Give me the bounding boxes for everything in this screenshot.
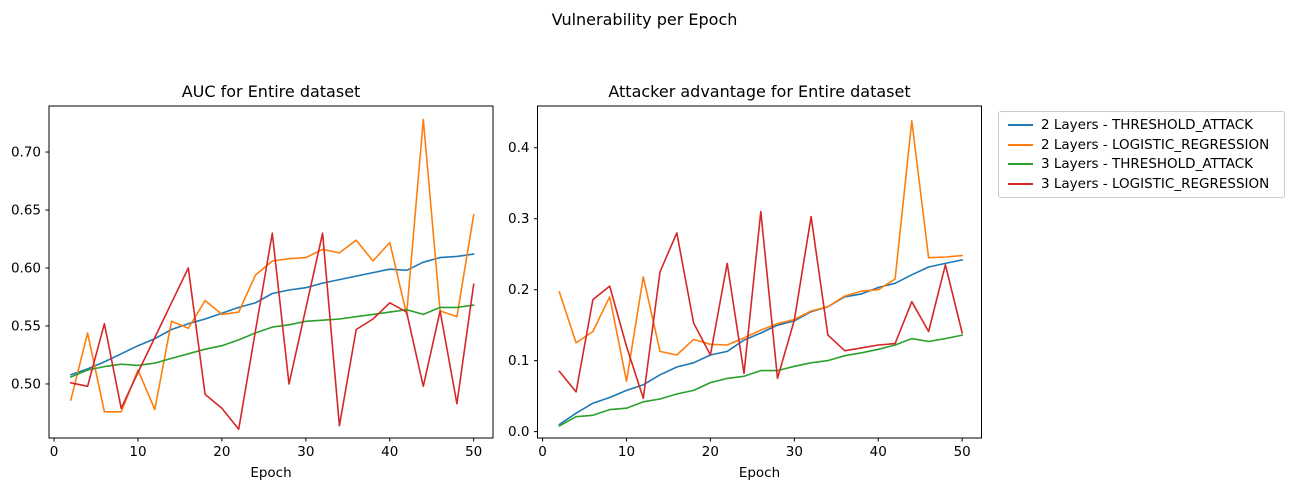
x-tick-label: 20	[213, 444, 230, 460]
figure-suptitle: Vulnerability per Epoch	[551, 10, 738, 29]
y-tick-label: 0.1	[508, 353, 529, 369]
subplot-attacker-advantage-for-entire-dataset: 0 10 20 30 40 50 0.0 0.1 0.2 0.3 0.4 Attacker advan…	[508, 82, 982, 481]
y-tick-label: 0.65	[11, 203, 41, 219]
legend-line-swatch	[1008, 163, 1033, 166]
subplot-title: Attacker advantage for Entire dataset	[608, 82, 910, 101]
y-tick-label: 0.0	[508, 424, 529, 440]
legend-line-swatch	[1008, 143, 1033, 146]
x-axis-label: Epoch	[739, 465, 780, 481]
series-line-2-layers-threshold-attack	[70, 253, 475, 376]
y-tick-label: 0.60	[11, 260, 41, 276]
legend-line-swatch	[1008, 183, 1033, 186]
legend-label: 3 Layers - THRESHOLD_ATTACK	[1041, 156, 1253, 173]
subplot-title: AUC for Entire dataset	[182, 82, 361, 101]
series-line-2-layers-threshold-attack	[558, 259, 964, 426]
y-tick-label: 0.2	[508, 282, 529, 298]
legend-label: 2 Layers - THRESHOLD_ATTACK	[1041, 116, 1253, 133]
legend-entry-2-layers-threshold-attack: 2 Layers - THRESHOLD_ATTACK	[999, 115, 1284, 135]
series-line-3-layers-threshold-attack	[558, 334, 964, 427]
x-tick-label: 10	[618, 444, 635, 460]
y-tick-label: 0.50	[11, 376, 41, 392]
y-tick-label: 0.3	[508, 211, 529, 227]
y-tick-label: 0.4	[508, 140, 529, 156]
x-tick-label: 30	[786, 444, 803, 460]
series-line-2-layers-logistic-regression	[558, 120, 964, 383]
subplot-auc-for-entire-dataset: 0 10 20 30 40 50 0.50 0.55 0.60 0.65 0.70 AUC for E…	[11, 82, 494, 481]
legend-label: 3 Layers - LOGISTIC_REGRESSION	[1041, 176, 1270, 193]
y-tick-label: 0.55	[11, 318, 41, 334]
series-line-3-layers-logistic-regression	[558, 210, 964, 400]
axes-frame	[48, 105, 494, 439]
legend-entry-2-layers-logistic-regression: 2 Layers - LOGISTIC_REGRESSION	[999, 135, 1284, 155]
x-tick-label: 40	[381, 444, 398, 460]
x-axis-label: Epoch	[250, 465, 291, 481]
series-line-3-layers-threshold-attack	[70, 304, 475, 378]
series-line-3-layers-logistic-regression	[70, 232, 475, 431]
x-tick-label: 0	[50, 444, 59, 460]
legend-entry-3-layers-logistic-regression: 3 Layers - LOGISTIC_REGRESSION	[999, 174, 1284, 194]
x-tick-label: 20	[702, 444, 719, 460]
x-tick-label: 0	[538, 444, 547, 460]
legend-line-swatch	[1008, 123, 1033, 126]
axes-frame	[537, 105, 982, 439]
x-tick-label: 50	[465, 444, 482, 460]
series-line-2-layers-logistic-regression	[70, 118, 475, 413]
x-tick-label: 40	[870, 444, 887, 460]
x-tick-label: 10	[129, 444, 146, 460]
x-tick-label: 50	[954, 444, 971, 460]
legend-label: 2 Layers - LOGISTIC_REGRESSION	[1041, 136, 1270, 153]
y-tick-label: 0.70	[11, 145, 41, 161]
legend-box: 2 Layers - THRESHOLD_ATTACK 2 Layers - LO…	[998, 111, 1285, 198]
x-tick-label: 30	[297, 444, 314, 460]
legend-entry-3-layers-threshold-attack: 3 Layers - THRESHOLD_ATTACK	[999, 155, 1284, 175]
